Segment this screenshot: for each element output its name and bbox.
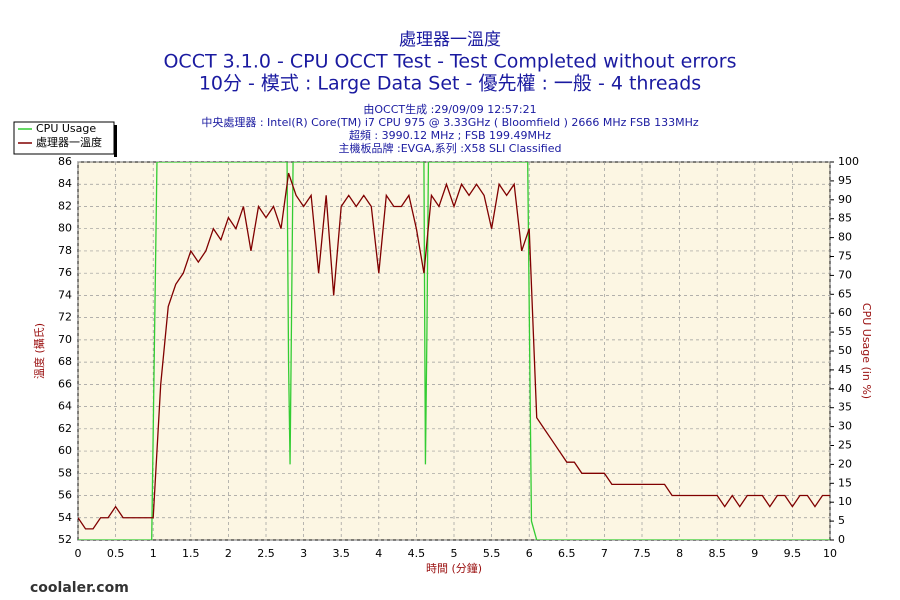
y2-tick-label: 65 bbox=[838, 287, 852, 300]
y-axis-label: 溫度 (攝氏) bbox=[32, 323, 46, 379]
y-tick-label: 82 bbox=[58, 199, 72, 212]
x-tick-label: 1.5 bbox=[182, 547, 200, 560]
x-tick-label: 2.5 bbox=[257, 547, 275, 560]
y-tick-label: 68 bbox=[58, 355, 72, 368]
subtitle: 主機板品牌 :EVGA,系列 :X58 SLI Classified bbox=[339, 141, 562, 155]
y-tick-label: 58 bbox=[58, 466, 72, 479]
y-tick-label: 54 bbox=[58, 511, 72, 524]
y-tick-label: 64 bbox=[58, 400, 72, 413]
chart-title: 10分 - 模式 : Large Data Set - 優先權 : 一般 - 4… bbox=[199, 73, 701, 95]
y2-tick-label: 75 bbox=[838, 250, 852, 263]
subtitle: 超頻 : 3990.12 MHz ; FSB 199.49MHz bbox=[349, 128, 551, 142]
series-line bbox=[78, 172, 830, 530]
chart-title: OCCT 3.1.0 - CPU OCCT Test - Test Comple… bbox=[163, 51, 736, 73]
y2-tick-label: 90 bbox=[838, 193, 852, 206]
y2-tick-label: 40 bbox=[838, 382, 852, 395]
x-tick-label: 7 bbox=[601, 547, 608, 560]
y2-tick-label: 45 bbox=[838, 363, 852, 376]
y-tick-label: 74 bbox=[58, 288, 72, 301]
y2-tick-label: 100 bbox=[838, 155, 859, 168]
x-tick-label: 5 bbox=[451, 547, 458, 560]
watermark: coolaler.com bbox=[30, 580, 129, 596]
y2-tick-label: 5 bbox=[838, 514, 845, 527]
x-tick-label: 8.5 bbox=[708, 547, 726, 560]
x-tick-label: 0 bbox=[75, 547, 82, 560]
x-tick-label: 7.5 bbox=[633, 547, 651, 560]
x-tick-label: 6 bbox=[526, 547, 533, 560]
y2-tick-label: 50 bbox=[838, 344, 852, 357]
y2-tick-label: 60 bbox=[838, 306, 852, 319]
x-axis-label: 時間 (分鐘) bbox=[426, 561, 482, 575]
subtitle: 由OCCT生成 :29/09/09 12:57:21 bbox=[363, 102, 536, 116]
x-tick-label: 8 bbox=[676, 547, 683, 560]
y2-tick-label: 20 bbox=[838, 457, 852, 470]
y2-tick-label: 10 bbox=[838, 495, 852, 508]
legend-label: 處理器一溫度 bbox=[36, 135, 102, 149]
y-tick-label: 66 bbox=[58, 377, 72, 390]
x-tick-label: 6.5 bbox=[558, 547, 576, 560]
x-tick-label: 5.5 bbox=[483, 547, 501, 560]
y2-tick-label: 95 bbox=[838, 174, 852, 187]
series-line bbox=[78, 162, 830, 540]
x-tick-label: 4.5 bbox=[408, 547, 426, 560]
x-tick-label: 10 bbox=[823, 547, 837, 560]
x-tick-label: 9.5 bbox=[784, 547, 802, 560]
x-tick-label: 1 bbox=[150, 547, 157, 560]
y-tick-label: 60 bbox=[58, 444, 72, 457]
y2-tick-label: 55 bbox=[838, 325, 852, 338]
x-tick-label: 4 bbox=[375, 547, 382, 560]
y2-tick-label: 70 bbox=[838, 268, 852, 281]
y-tick-label: 78 bbox=[58, 244, 72, 257]
x-tick-label: 0.5 bbox=[107, 547, 125, 560]
y-tick-label: 56 bbox=[58, 489, 72, 502]
legend-label: CPU Usage bbox=[36, 122, 96, 135]
y2-tick-label: 85 bbox=[838, 212, 852, 225]
y2-tick-label: 35 bbox=[838, 401, 852, 414]
y2-tick-label: 80 bbox=[838, 231, 852, 244]
y2-tick-label: 0 bbox=[838, 533, 845, 546]
x-tick-label: 9 bbox=[751, 547, 758, 560]
x-tick-label: 2 bbox=[225, 547, 232, 560]
y-tick-label: 86 bbox=[58, 155, 72, 168]
x-tick-label: 3 bbox=[300, 547, 307, 560]
y-tick-label: 84 bbox=[58, 177, 72, 190]
y-tick-label: 76 bbox=[58, 266, 72, 279]
y-tick-label: 70 bbox=[58, 333, 72, 346]
y-tick-label: 62 bbox=[58, 422, 72, 435]
y-tick-label: 72 bbox=[58, 311, 72, 324]
y-tick-label: 80 bbox=[58, 222, 72, 235]
y2-tick-label: 25 bbox=[838, 439, 852, 452]
y2-axis-label: CPU Usage (in %) bbox=[860, 303, 873, 399]
subtitle: 中央處理器 : Intel(R) Core(TM) i7 CPU 975 @ 3… bbox=[201, 115, 699, 129]
y2-tick-label: 30 bbox=[838, 420, 852, 433]
legend-shadow bbox=[114, 125, 117, 157]
legend-box bbox=[13, 121, 115, 155]
y2-tick-label: 15 bbox=[838, 476, 852, 489]
x-tick-label: 3.5 bbox=[332, 547, 350, 560]
y-tick-label: 52 bbox=[58, 533, 72, 546]
chart-title: 處理器一溫度 bbox=[399, 30, 501, 50]
